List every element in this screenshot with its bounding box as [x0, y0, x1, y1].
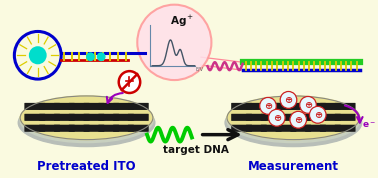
Ellipse shape	[20, 99, 153, 143]
FancyBboxPatch shape	[305, 103, 326, 110]
Circle shape	[260, 97, 276, 114]
Circle shape	[119, 71, 140, 93]
Ellipse shape	[20, 96, 153, 140]
FancyBboxPatch shape	[305, 114, 326, 121]
FancyBboxPatch shape	[305, 125, 326, 132]
FancyBboxPatch shape	[128, 114, 149, 121]
Text: target DNA: target DNA	[163, 145, 229, 155]
Ellipse shape	[18, 99, 155, 146]
Circle shape	[268, 109, 285, 126]
FancyBboxPatch shape	[84, 103, 104, 110]
FancyBboxPatch shape	[39, 103, 60, 110]
FancyBboxPatch shape	[276, 114, 296, 121]
FancyBboxPatch shape	[24, 103, 45, 110]
FancyBboxPatch shape	[261, 125, 282, 132]
FancyBboxPatch shape	[54, 103, 75, 110]
Text: ⊕: ⊕	[264, 101, 272, 111]
Text: ⊕: ⊕	[284, 95, 293, 105]
FancyBboxPatch shape	[261, 103, 282, 110]
Text: ⊕: ⊕	[304, 100, 312, 110]
Circle shape	[86, 52, 95, 61]
Circle shape	[300, 96, 316, 113]
FancyBboxPatch shape	[335, 114, 356, 121]
FancyBboxPatch shape	[290, 125, 311, 132]
FancyBboxPatch shape	[335, 103, 356, 110]
FancyBboxPatch shape	[113, 103, 134, 110]
FancyBboxPatch shape	[290, 114, 311, 121]
FancyBboxPatch shape	[276, 103, 296, 110]
FancyBboxPatch shape	[335, 125, 356, 132]
FancyBboxPatch shape	[261, 114, 282, 121]
FancyBboxPatch shape	[320, 114, 341, 121]
Circle shape	[310, 106, 326, 123]
FancyBboxPatch shape	[39, 125, 60, 132]
FancyBboxPatch shape	[290, 103, 311, 110]
FancyBboxPatch shape	[69, 125, 90, 132]
FancyBboxPatch shape	[24, 125, 45, 132]
FancyBboxPatch shape	[98, 125, 119, 132]
Text: e$^-$: e$^-$	[362, 120, 376, 130]
Text: ⊕: ⊕	[314, 110, 322, 120]
FancyBboxPatch shape	[128, 103, 149, 110]
Ellipse shape	[227, 96, 360, 140]
FancyBboxPatch shape	[98, 103, 119, 110]
FancyBboxPatch shape	[54, 125, 75, 132]
FancyBboxPatch shape	[84, 114, 104, 121]
Ellipse shape	[227, 99, 360, 143]
FancyBboxPatch shape	[231, 125, 252, 132]
FancyBboxPatch shape	[320, 103, 341, 110]
FancyBboxPatch shape	[231, 114, 252, 121]
FancyBboxPatch shape	[69, 103, 90, 110]
Ellipse shape	[225, 99, 362, 146]
FancyBboxPatch shape	[54, 114, 75, 121]
Text: Pretreated ITO: Pretreated ITO	[37, 160, 136, 173]
Circle shape	[97, 52, 105, 61]
Circle shape	[137, 5, 211, 80]
FancyBboxPatch shape	[246, 114, 267, 121]
Circle shape	[280, 91, 297, 108]
FancyBboxPatch shape	[39, 114, 60, 121]
FancyBboxPatch shape	[231, 103, 252, 110]
FancyBboxPatch shape	[24, 114, 45, 121]
FancyBboxPatch shape	[320, 125, 341, 132]
Circle shape	[290, 111, 307, 128]
FancyBboxPatch shape	[98, 114, 119, 121]
FancyBboxPatch shape	[276, 125, 296, 132]
FancyBboxPatch shape	[113, 114, 134, 121]
Text: ⊕: ⊕	[294, 115, 302, 125]
FancyBboxPatch shape	[113, 125, 134, 132]
Text: Measurement: Measurement	[248, 160, 339, 173]
Circle shape	[29, 46, 46, 64]
Text: ⊕: ⊕	[273, 113, 281, 123]
Text: Ag$^+$: Ag$^+$	[170, 14, 194, 29]
FancyBboxPatch shape	[246, 125, 267, 132]
Text: E/V: E/V	[196, 67, 204, 72]
FancyBboxPatch shape	[69, 114, 90, 121]
FancyBboxPatch shape	[246, 103, 267, 110]
FancyBboxPatch shape	[84, 125, 104, 132]
FancyBboxPatch shape	[128, 125, 149, 132]
